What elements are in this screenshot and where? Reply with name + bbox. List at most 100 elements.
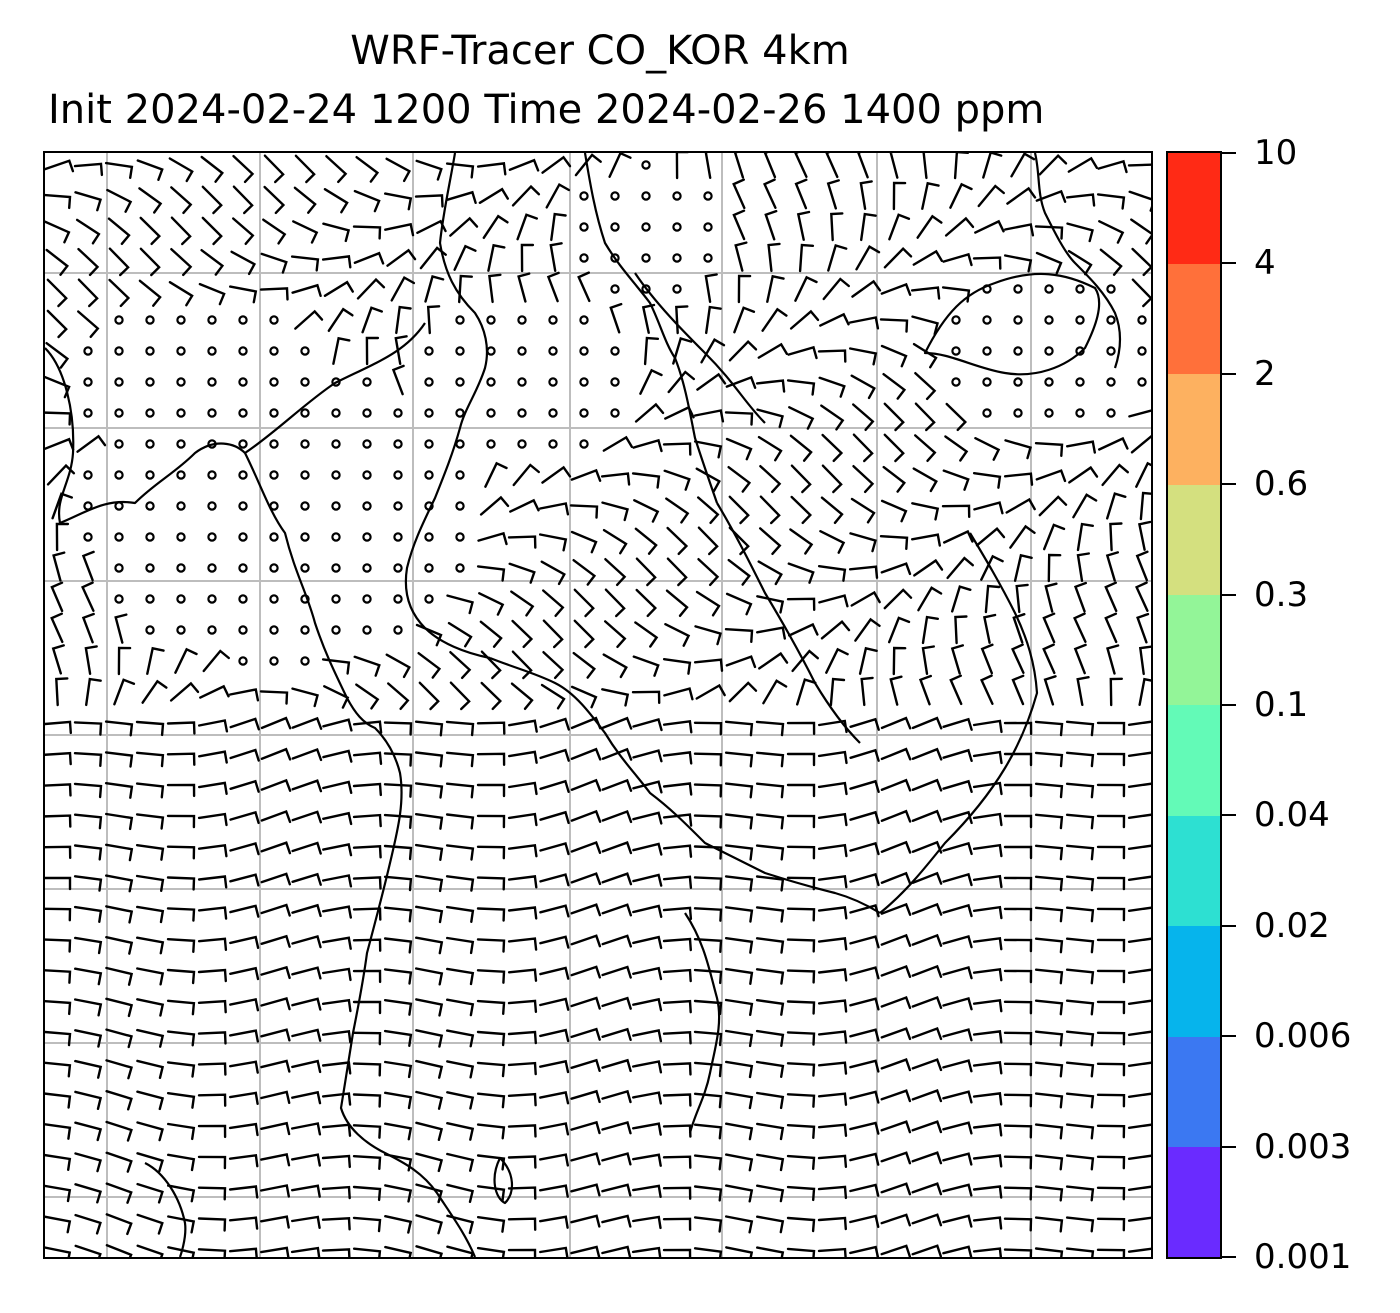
wind-barb bbox=[817, 874, 848, 889]
wind-barb bbox=[786, 876, 816, 891]
wind-barb bbox=[724, 906, 754, 923]
wind-barb bbox=[476, 1154, 506, 1171]
wind-barb bbox=[166, 845, 196, 860]
wind-barb bbox=[539, 904, 570, 918]
wind-barb bbox=[45, 1061, 72, 1078]
calm-wind-marker bbox=[1013, 377, 1023, 387]
calm-wind-marker bbox=[176, 346, 186, 356]
wind-barb bbox=[197, 1155, 227, 1170]
calm-wind-marker bbox=[300, 470, 310, 480]
wind-barb bbox=[725, 1153, 754, 1172]
wind-barb bbox=[880, 1089, 912, 1103]
wind-barb bbox=[510, 682, 534, 710]
calm-wind-marker bbox=[331, 408, 341, 418]
wind-barb bbox=[860, 676, 874, 707]
wind-barb bbox=[639, 368, 663, 395]
wind-barb bbox=[849, 316, 880, 330]
wind-barb bbox=[45, 1246, 72, 1257]
wind-barb bbox=[1034, 1216, 1064, 1233]
calm-wind-marker bbox=[951, 377, 961, 387]
calm-wind-marker bbox=[455, 439, 465, 449]
wind-barb bbox=[786, 845, 816, 860]
wind-barb bbox=[1004, 439, 1032, 460]
wind-barb bbox=[383, 783, 413, 798]
wind-barb bbox=[445, 813, 475, 830]
wind-barb bbox=[73, 813, 103, 830]
wind-barb bbox=[136, 998, 165, 1017]
colorbar bbox=[1166, 151, 1222, 1259]
wind-barb bbox=[414, 720, 444, 737]
wind-barb bbox=[260, 778, 292, 792]
wind-barb bbox=[724, 937, 754, 954]
wind-barb bbox=[291, 935, 322, 949]
wind-barb bbox=[972, 1123, 1003, 1137]
wind-barb bbox=[542, 651, 565, 680]
wind-barb bbox=[1003, 1124, 1033, 1139]
wind-barb bbox=[1127, 1030, 1151, 1036]
wind-barb bbox=[541, 155, 572, 174]
wind-barb bbox=[632, 966, 663, 981]
calm-wind-marker bbox=[1075, 284, 1085, 294]
wind-barb bbox=[911, 1120, 943, 1134]
calm-wind-marker bbox=[176, 439, 186, 449]
wind-barb bbox=[912, 249, 943, 266]
calm-wind-marker bbox=[951, 346, 961, 356]
wind-barb bbox=[229, 285, 258, 304]
wind-barb bbox=[755, 1029, 785, 1047]
wind-barb bbox=[1065, 1030, 1095, 1047]
japan-coast bbox=[879, 532, 1039, 914]
map-title-line-1: WRF-Tracer CO_KOR 4km bbox=[350, 28, 850, 74]
wind-barb bbox=[756, 1246, 785, 1257]
wind-barb bbox=[1139, 491, 1151, 521]
wind-barb bbox=[570, 1120, 601, 1135]
wind-barb bbox=[880, 1213, 911, 1227]
colorbar-tick bbox=[1222, 483, 1236, 486]
wind-barb bbox=[663, 469, 691, 491]
wind-barb bbox=[666, 557, 688, 587]
wind-barb bbox=[1072, 493, 1098, 519]
wind-barb bbox=[849, 779, 880, 793]
wind-barb bbox=[724, 967, 754, 985]
wind-barb bbox=[817, 968, 848, 982]
wind-barb bbox=[77, 310, 100, 338]
wind-barb bbox=[105, 1090, 133, 1111]
calm-wind-marker bbox=[145, 377, 155, 387]
wind-barb bbox=[1096, 1093, 1126, 1108]
calm-wind-marker bbox=[424, 501, 434, 511]
calm-wind-marker bbox=[207, 346, 217, 356]
wind-barb bbox=[415, 998, 444, 1017]
calm-wind-marker bbox=[424, 470, 434, 480]
wind-barb bbox=[696, 372, 727, 391]
wind-barb bbox=[260, 809, 292, 824]
wind-barb bbox=[1003, 1031, 1033, 1046]
wind-barb bbox=[446, 1091, 475, 1110]
wind-barb bbox=[880, 499, 908, 523]
wind-barb bbox=[786, 814, 816, 829]
wind-barb bbox=[104, 720, 134, 737]
wind-barb bbox=[507, 1155, 537, 1169]
wind-barb bbox=[791, 649, 819, 673]
wind-barb bbox=[921, 645, 935, 675]
wind-barb bbox=[789, 528, 814, 555]
calm-wind-marker bbox=[1137, 315, 1147, 325]
wind-barb bbox=[170, 186, 193, 215]
wind-barb bbox=[632, 1153, 662, 1167]
wind-barb bbox=[759, 527, 782, 555]
calm-wind-marker bbox=[331, 439, 341, 449]
colorbar-tick bbox=[1222, 704, 1236, 706]
calm-wind-marker bbox=[114, 377, 124, 387]
wind-barb bbox=[352, 1247, 382, 1257]
wind-barb bbox=[228, 1216, 259, 1230]
wind-barb bbox=[327, 307, 354, 332]
wind-barb bbox=[917, 586, 943, 612]
wind-barb bbox=[662, 999, 692, 1014]
wind-barb bbox=[602, 528, 628, 555]
wind-barb bbox=[1137, 520, 1151, 551]
wind-barb bbox=[539, 1028, 570, 1043]
wind-barb bbox=[229, 1029, 259, 1043]
calm-wind-marker bbox=[176, 594, 186, 604]
wind-barb bbox=[662, 1124, 692, 1138]
wind-barb bbox=[913, 558, 944, 577]
wind-barb bbox=[415, 874, 444, 893]
wind-barb bbox=[1096, 1248, 1126, 1257]
